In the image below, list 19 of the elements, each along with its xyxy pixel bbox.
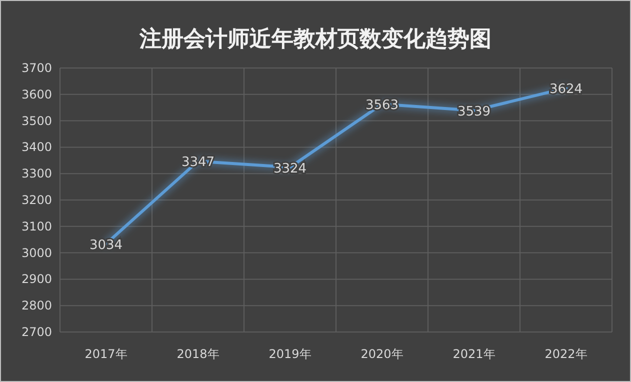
y-tick-label: 3700: [21, 61, 52, 75]
x-tick-label: 2017年: [84, 347, 128, 361]
y-tick-label: 2700: [21, 325, 52, 339]
y-tick-label: 3100: [21, 219, 52, 234]
data-label: 3034: [89, 238, 123, 253]
y-tick-label: 3400: [21, 140, 52, 154]
y-tick-label: 3600: [21, 87, 52, 102]
x-tick-label: 2020年: [360, 347, 404, 361]
y-tick-label: 3500: [21, 114, 52, 128]
y-tick-label: 3000: [21, 246, 52, 260]
x-tick-label: 2022年: [544, 347, 588, 361]
y-tick-label: 3200: [21, 193, 52, 207]
x-tick-label: 2019年: [268, 347, 312, 361]
x-tick-label: 2018年: [176, 347, 220, 361]
y-tick-label: 2800: [21, 298, 52, 313]
y-tick-label: 3300: [21, 166, 52, 181]
x-tick-label: 2021年: [452, 347, 496, 361]
chart-title: 注册会计师近年教材页数变化趋势图: [138, 26, 492, 52]
y-tick-label: 2900: [21, 272, 52, 286]
